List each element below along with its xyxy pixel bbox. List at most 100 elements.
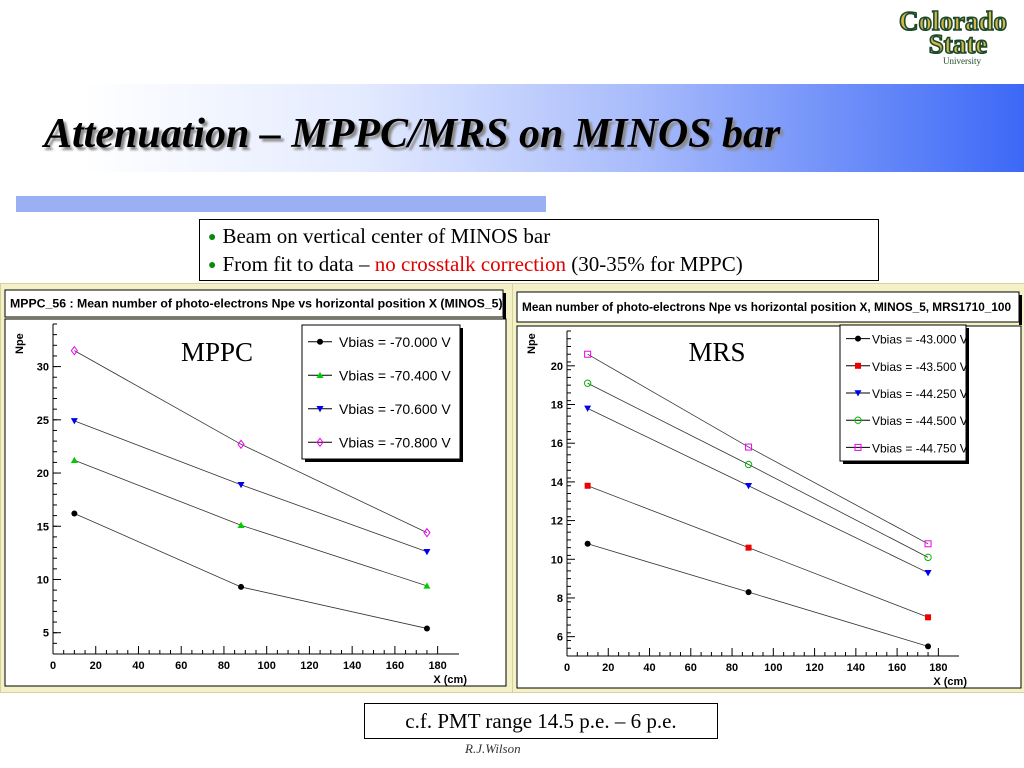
data-point — [924, 553, 932, 562]
legend-marker — [316, 405, 324, 413]
x-tick-label: 180 — [428, 660, 446, 672]
x-tick-label: 100 — [258, 660, 276, 672]
data-point — [423, 549, 431, 556]
author-footer: R.J.Wilson — [465, 741, 521, 756]
x-tick-label: 60 — [175, 660, 187, 672]
series-line — [587, 382, 929, 558]
data-point — [70, 418, 78, 425]
y-tick-label: 18 — [551, 400, 563, 412]
y-tick-label: 20 — [37, 468, 49, 480]
data-point — [745, 589, 752, 596]
data-point — [237, 481, 245, 489]
chart-title-shadow — [1019, 295, 1022, 325]
legend-label: Vbias = -70.000 V — [339, 334, 451, 350]
chart-title: Mean number of photo-electrons Npe vs ho… — [522, 300, 1011, 314]
data-point — [237, 439, 245, 450]
legend-box — [301, 324, 461, 460]
bullet-dot-icon: ● — [208, 230, 217, 245]
bullet-item: ● Beam on vertical center of MINOS bar — [208, 223, 878, 251]
legend-marker — [855, 335, 861, 342]
y-tick-label: 15 — [37, 521, 49, 533]
data-point — [237, 521, 245, 528]
y-tick-label: 8 — [557, 593, 563, 605]
x-tick-label: 0 — [564, 662, 570, 674]
bullet-dot-icon: ● — [208, 258, 217, 273]
y-tick-label: 14 — [551, 477, 564, 489]
logo-word-3: University — [943, 56, 981, 66]
slide-title: Attenuation – MPPC/MRS on MINOS bar — [44, 111, 781, 157]
y-tick-label: 25 — [37, 415, 49, 427]
legend-marker — [317, 338, 323, 345]
x-tick-label: 120 — [300, 660, 318, 672]
y-tick-label: 16 — [551, 438, 563, 450]
x-tick-label: 80 — [726, 662, 738, 674]
legend-marker — [855, 362, 861, 369]
pmt-note-box: c.f. PMT range 14.5 p.e. – 6 p.e. — [364, 703, 718, 739]
data-point — [925, 614, 932, 621]
series-line — [74, 350, 428, 534]
data-point — [584, 405, 592, 412]
legend-marker — [854, 443, 862, 451]
data-point — [924, 570, 932, 577]
legend-label: Vbias = -44.500 V — [872, 414, 968, 428]
data-point — [744, 460, 753, 469]
y-tick-label: 10 — [37, 574, 49, 586]
legend-marker — [316, 371, 324, 379]
y-tick-label: 6 — [557, 632, 563, 644]
bullet-item: ● From fit to data – no crosstalk correct… — [208, 251, 878, 279]
y-tick-label: 10 — [551, 554, 563, 566]
chart-svg: Mean number of photo-electrons Npe vs ho… — [516, 291, 1022, 689]
legend-marker — [316, 437, 324, 448]
bullet-text: Beam on vertical center of MINOS bar — [222, 224, 551, 248]
data-point — [745, 482, 753, 490]
legend-label: Vbias = -43.000 V — [872, 333, 968, 347]
data-point — [70, 456, 78, 464]
chart-title-box — [516, 291, 1020, 323]
y-tick-label: 20 — [551, 361, 563, 373]
bullet-box: ● Beam on vertical center of MINOS bar ● F… — [199, 219, 879, 281]
y-tick-label: 12 — [551, 516, 563, 528]
x-axis-label: X (cm) — [433, 674, 467, 686]
x-tick-label: 60 — [685, 662, 697, 674]
legend-label: Vbias = -70.400 V — [339, 367, 451, 383]
bullet-highlight: no crosstalk correction — [374, 252, 566, 276]
x-tick-label: 120 — [805, 662, 823, 674]
legend-marker — [854, 390, 862, 397]
x-tick-label: 140 — [847, 662, 865, 674]
chart-annotation: MRS — [688, 337, 745, 367]
y-axis-label: Npe — [526, 333, 538, 354]
x-tick-label: 180 — [929, 662, 947, 674]
x-tick-label: 20 — [602, 662, 614, 674]
legend-label: Vbias = -70.600 V — [339, 401, 451, 417]
chart-title: MPPC_56 : Mean number of photo-electrons… — [10, 297, 503, 311]
mppc-chart-panel: MPPC_56 : Mean number of photo-electrons… — [0, 283, 513, 693]
mrs-chart-panel: Mean number of photo-electrons Npe vs ho… — [512, 283, 1024, 693]
data-point — [745, 544, 752, 551]
data-point — [423, 625, 430, 632]
title-band — [0, 84, 1024, 172]
legend-label: Vbias = -44.250 V — [872, 387, 968, 401]
chart-svg: MPPC_56 : Mean number of photo-electrons… — [4, 289, 507, 687]
y-axis-label: Npe — [14, 333, 26, 354]
legend-label: Vbias = -43.500 V — [872, 360, 968, 374]
x-tick-label: 140 — [343, 660, 361, 672]
data-point — [238, 583, 245, 590]
x-tick-label: 20 — [90, 660, 102, 672]
data-point — [70, 345, 78, 356]
chart-annotation: MPPC — [181, 337, 253, 367]
x-tick-label: 160 — [888, 662, 906, 674]
logo-word-1: Colorado — [899, 6, 1007, 36]
legend-label: Vbias = -70.800 V — [339, 434, 451, 450]
x-tick-label: 160 — [386, 660, 404, 672]
x-tick-label: 40 — [643, 662, 655, 674]
series-line — [587, 353, 929, 545]
y-tick-label: 30 — [37, 362, 49, 374]
data-point — [423, 527, 431, 538]
data-point — [924, 540, 932, 548]
x-axis-label: X (cm) — [933, 676, 967, 688]
logo-word-2: State — [929, 29, 987, 59]
data-point — [584, 350, 592, 358]
x-tick-label: 0 — [50, 660, 56, 672]
x-tick-label: 100 — [764, 662, 782, 674]
data-point — [745, 443, 753, 451]
